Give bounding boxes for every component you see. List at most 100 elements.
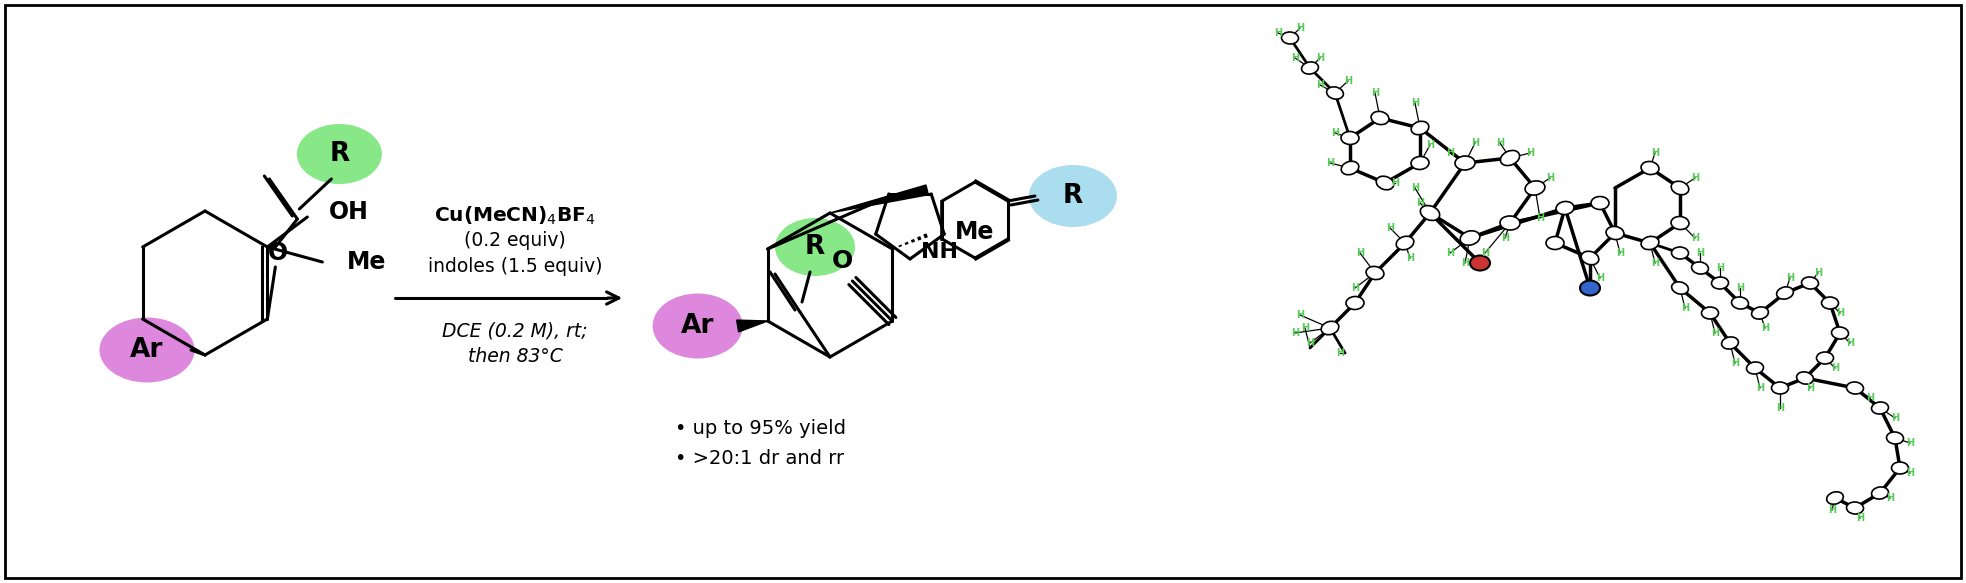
Text: H: H (1500, 233, 1510, 243)
Ellipse shape (1797, 372, 1813, 384)
Ellipse shape (1671, 247, 1689, 259)
Text: H: H (1370, 88, 1378, 98)
Text: H: H (1351, 283, 1359, 293)
Ellipse shape (1412, 156, 1429, 170)
Text: H: H (1445, 248, 1455, 258)
Text: O: O (267, 241, 289, 265)
Text: H: H (1315, 80, 1323, 90)
Ellipse shape (1671, 181, 1689, 195)
Text: H: H (1815, 268, 1822, 278)
Ellipse shape (1526, 181, 1545, 195)
Text: H: H (1461, 258, 1469, 268)
Ellipse shape (1500, 216, 1520, 230)
Text: H: H (1357, 248, 1364, 258)
Ellipse shape (1701, 307, 1718, 319)
Ellipse shape (1327, 87, 1343, 99)
Text: H: H (1651, 148, 1659, 158)
Text: H: H (1345, 76, 1353, 86)
Ellipse shape (1321, 321, 1339, 335)
Ellipse shape (297, 124, 381, 184)
Text: H: H (1885, 493, 1893, 503)
Text: R: R (328, 141, 350, 167)
Text: H: H (1445, 148, 1455, 158)
Ellipse shape (653, 293, 743, 359)
Text: H: H (1716, 263, 1724, 273)
Text: H: H (1756, 383, 1764, 393)
Text: H: H (1762, 323, 1769, 333)
Ellipse shape (1691, 262, 1708, 274)
Ellipse shape (1777, 287, 1793, 299)
Text: OH: OH (330, 200, 370, 224)
Text: H: H (1526, 148, 1533, 158)
Text: H: H (1315, 53, 1323, 63)
Ellipse shape (1606, 226, 1624, 240)
Ellipse shape (1891, 462, 1909, 474)
Text: H: H (1331, 128, 1339, 138)
Text: O: O (832, 249, 853, 273)
Text: H: H (1905, 438, 1915, 448)
Text: (0.2 equiv): (0.2 equiv) (464, 231, 566, 251)
Ellipse shape (1872, 402, 1889, 414)
Ellipse shape (1832, 327, 1848, 339)
Text: H: H (1535, 213, 1543, 223)
Ellipse shape (1771, 382, 1789, 394)
Text: H: H (1425, 140, 1433, 150)
Ellipse shape (1028, 165, 1117, 227)
Text: H: H (1545, 173, 1553, 183)
Text: Ar: Ar (680, 313, 714, 339)
Ellipse shape (1817, 352, 1834, 364)
Text: H: H (1496, 138, 1504, 148)
Text: H: H (1296, 23, 1303, 33)
Ellipse shape (1846, 502, 1864, 514)
Ellipse shape (1396, 236, 1414, 250)
Ellipse shape (1590, 196, 1608, 209)
Text: H: H (1386, 223, 1394, 233)
Ellipse shape (1370, 111, 1388, 125)
Text: R: R (1064, 183, 1083, 209)
Text: H: H (1807, 383, 1815, 393)
Ellipse shape (1887, 432, 1903, 444)
Ellipse shape (1545, 237, 1565, 250)
Text: H: H (1736, 283, 1744, 293)
Text: • >20:1 dr and rr: • >20:1 dr and rr (674, 448, 843, 468)
Text: H: H (1785, 273, 1795, 283)
Text: then 83°C: then 83°C (468, 346, 562, 366)
Text: H: H (1651, 258, 1659, 268)
Text: • up to 95% yield: • up to 95% yield (674, 419, 845, 437)
Text: H: H (1301, 323, 1309, 333)
Ellipse shape (1826, 492, 1844, 504)
Text: Me: Me (955, 220, 995, 244)
Text: H: H (1730, 358, 1740, 368)
Text: H: H (1710, 328, 1718, 338)
Text: H: H (1830, 363, 1838, 373)
Ellipse shape (1500, 150, 1520, 166)
Ellipse shape (1642, 236, 1659, 250)
Text: H: H (1691, 173, 1699, 183)
Polygon shape (737, 320, 767, 332)
Text: H: H (1471, 138, 1478, 148)
Ellipse shape (1419, 206, 1439, 220)
Text: H: H (1412, 183, 1419, 193)
Polygon shape (830, 185, 928, 213)
Text: H: H (1337, 348, 1345, 358)
Ellipse shape (1642, 161, 1659, 174)
Ellipse shape (1555, 202, 1575, 215)
Ellipse shape (775, 218, 855, 276)
Text: H: H (1292, 53, 1300, 63)
Text: H: H (1891, 413, 1899, 423)
Text: H: H (1296, 310, 1303, 320)
Text: H: H (1325, 158, 1335, 168)
Ellipse shape (1801, 277, 1819, 289)
Text: H: H (1691, 233, 1699, 243)
Ellipse shape (1671, 216, 1689, 230)
Text: indoles (1.5 equiv): indoles (1.5 equiv) (429, 257, 602, 276)
Ellipse shape (1822, 297, 1838, 309)
Ellipse shape (1581, 251, 1598, 265)
Text: H: H (1905, 468, 1915, 478)
Ellipse shape (1872, 487, 1889, 499)
Text: H: H (1616, 248, 1624, 258)
Text: H: H (1390, 178, 1400, 188)
Ellipse shape (1712, 277, 1728, 289)
Text: H: H (1292, 328, 1300, 338)
Ellipse shape (1366, 266, 1384, 280)
